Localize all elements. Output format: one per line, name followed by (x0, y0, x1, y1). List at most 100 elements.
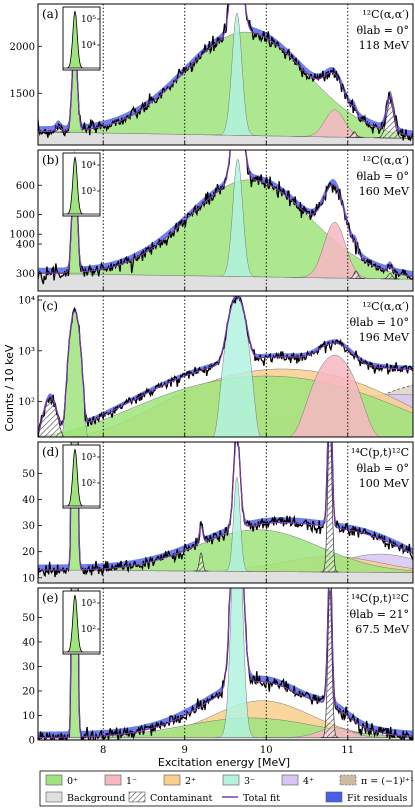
peak-contaminant (380, 273, 400, 280)
legend-item-residuals: Fit residuals (325, 791, 407, 804)
y-tick-label: 20 (22, 686, 35, 697)
legend-item-4plus: 4⁺ (281, 774, 314, 787)
inset-tick-label: 10⁵ (81, 15, 96, 25)
legend-label: Background (67, 793, 125, 804)
y-axis-label: Counts / 10 keV (3, 344, 16, 431)
inset: 10³ 10² (62, 590, 101, 655)
panel-b: 300 400 500 600 (b) ¹²C(α,α′) θlab = 0° 160 MeV… (16, 149, 414, 292)
x-tick-label: 11 (341, 745, 354, 756)
panel-reaction: ¹²C(α,α′) (362, 300, 409, 313)
y-tick-label: 50 (22, 469, 35, 480)
panel-tag: (a) (42, 7, 59, 21)
panel-angle: θlab = 10° (350, 316, 409, 329)
peak-1minus (287, 221, 383, 280)
y-tick-label: 40 (22, 495, 35, 506)
legend-label: Total fit (243, 793, 280, 804)
x-tick-label: 9 (182, 745, 188, 756)
peak-1minus (289, 354, 381, 437)
panel-frame (37, 587, 414, 741)
y-tick-label: 10 (22, 711, 35, 722)
legend-item-background: Background (45, 791, 125, 804)
fit-residuals (38, 296, 413, 432)
peak-3minus (214, 588, 259, 738)
peak-1minus (290, 109, 379, 139)
x-tick-label: 10 (260, 745, 273, 756)
inset-tick-label: 10³ (81, 453, 96, 463)
legend-label: Contaminant (150, 793, 213, 804)
panel-tag: (d) (42, 445, 59, 459)
legend-item-2plus: 2⁺ (163, 774, 196, 787)
panel-energy: 160 MeV (359, 185, 410, 198)
y-tick-label: 1000 (10, 230, 35, 241)
legend-label: Fit residuals (347, 793, 407, 804)
total-fit-line (38, 150, 413, 278)
y-tick-label: 10² (18, 397, 35, 408)
peak-contaminant (320, 442, 339, 573)
y-tick-label: 30 (22, 521, 35, 532)
peak-3minus (214, 12, 259, 136)
x-axis-label: Excitation energy [MeV] (158, 756, 290, 769)
total-fit-line (38, 588, 413, 738)
y-tick-label: 2000 (10, 42, 35, 53)
fit-residuals (38, 4, 413, 136)
panel-energy: 100 MeV (359, 477, 410, 490)
inset: 10³ 10² (62, 444, 101, 509)
inset-tick-label: 10² (81, 625, 96, 635)
inset: 10⁴ 10³ (62, 152, 101, 217)
y-tick-label: 1500 (10, 89, 35, 100)
y-tick-label: 30 (22, 662, 35, 673)
legend-item-piminusnatural: π = (−1)ᴶ⁺¹ (339, 774, 414, 787)
y-tick-label: 20 (22, 547, 35, 558)
panel-angle: θlab = 21° (350, 608, 409, 621)
panel-frame (37, 149, 414, 292)
legend-item-contaminant: Contaminant (128, 791, 213, 804)
legend-label: 3⁻ (244, 776, 255, 787)
y-tick-label: 40 (22, 637, 35, 648)
data-histogram (38, 442, 413, 578)
data-histogram (38, 296, 413, 437)
inset-tick-label: 10³ (81, 187, 96, 197)
panel-d: 10 20 30 40 50 (d) ¹⁴C(p,t)¹²C θlab = 0° 100 MeV… (22, 441, 414, 584)
panel-reaction: ¹⁴C(p,t)¹²C (351, 592, 409, 605)
legend-label: π = (−1)ᴶ⁺¹ (361, 776, 414, 787)
legend-item-0plus: 0⁺ (45, 774, 78, 787)
y-tick-label: 50 (22, 613, 35, 624)
peak-3minus (222, 476, 252, 572)
data-histogram (38, 4, 413, 141)
total-fit-line (38, 4, 413, 137)
legend-label: 4⁺ (303, 776, 314, 787)
inset: 10⁵ 10⁴ (62, 6, 101, 71)
y-tick-label: 500 (16, 210, 35, 221)
legend-label: 1⁻ (126, 776, 137, 787)
panel-reaction: ¹⁴C(p,t)¹²C (351, 446, 409, 459)
y-tick-label: 600 (16, 181, 35, 192)
panel-energy: 196 MeV (359, 331, 410, 344)
panel-energy: 118 MeV (359, 39, 410, 52)
panel-energy: 67.5 MeV (355, 623, 410, 636)
legend-item-1minus: 1⁻ (104, 774, 137, 787)
peak-3minus (212, 297, 261, 437)
panel-a: 1000 1500 2000 (a) ¹²C(α,α′) θlab = 0° 118 MeV… (10, 3, 414, 241)
legend-item-total: Total fit (222, 793, 280, 804)
peak-contaminant (345, 131, 364, 138)
peak-contaminant (193, 552, 209, 572)
legend: 0⁺ 1⁻ 2⁺ 3⁻ 4⁺ π = (−1)ᴶ⁺¹ Background Contamina… (39, 770, 414, 807)
panel-reaction: ¹²C(α,α′) (362, 154, 409, 167)
legend-label: 2⁺ (185, 776, 196, 787)
panel-angle: θlab = 0° (357, 170, 409, 183)
panel-e: 0 10 20 30 40 50 (e) ¹⁴C(p,t)¹²C θlab = 21° 67.5 … (22, 587, 414, 747)
legend-label: 0⁺ (67, 776, 78, 787)
panel-frame (37, 3, 414, 146)
panel-tag: (c) (42, 299, 58, 313)
inset-tick-label: 10² (81, 479, 96, 489)
panel-angle: θlab = 0° (357, 24, 409, 37)
panel-tag: (b) (42, 153, 59, 167)
total-fit-line (38, 296, 413, 433)
y-tick-label: 0 (29, 736, 35, 747)
x-tick-label: 8 (100, 745, 106, 756)
y-tick-label: 10⁴ (18, 296, 35, 307)
panel-c: 10² 10³ 10⁴ (c) ¹²C(α,α′) θlab = 10° 196 MeV (18, 295, 414, 438)
panel-reaction: ¹²C(α,α′) (362, 8, 409, 21)
panel-frame (37, 295, 414, 438)
peak-contaminant (346, 270, 366, 279)
